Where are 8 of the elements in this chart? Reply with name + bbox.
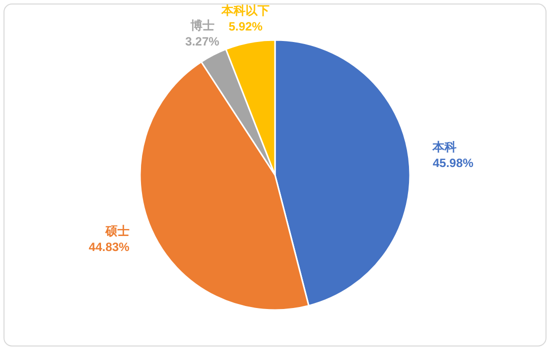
data-label: 45.98% [432,156,474,170]
slice-label: 硕士 [104,224,130,238]
slice-label: 本科 [432,140,457,154]
data-label: 3.27% [185,34,220,49]
slice-label: 本科以下 [220,4,270,18]
data-label: 44.83% [88,240,130,254]
slice-label: 博士 [189,18,214,33]
data-label: 5.92% [228,20,263,34]
